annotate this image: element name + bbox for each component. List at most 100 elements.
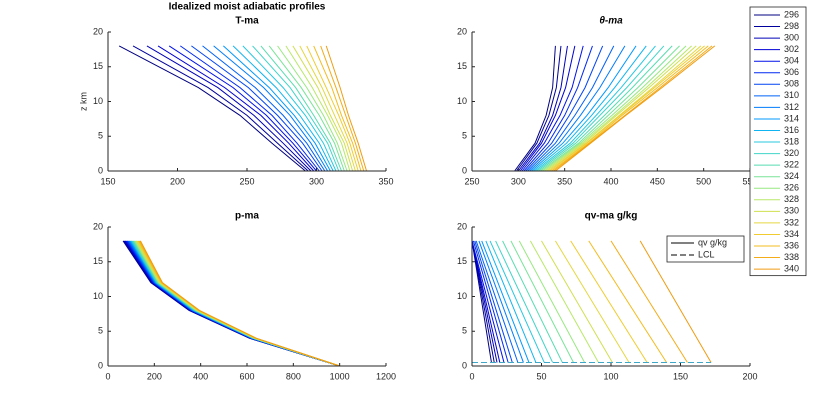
profile-line (260, 45, 342, 172)
profile-line (325, 45, 368, 172)
legend-label: 304 (784, 56, 799, 66)
legend-label: 306 (784, 67, 799, 77)
profile-line (132, 45, 309, 172)
legend-label: 336 (784, 240, 799, 250)
legend-label: 308 (784, 79, 799, 89)
profile-line (168, 45, 317, 172)
x-tick-label: 300 (309, 176, 324, 186)
profile-line (478, 240, 524, 363)
chart-title: qv-ma g/kg (585, 211, 638, 222)
profile-line (547, 45, 702, 172)
x-tick-label: 1000 (330, 371, 350, 381)
profile-line (523, 45, 593, 172)
x-tick-label: 200 (147, 371, 162, 381)
x-tick-label: 200 (742, 371, 757, 381)
profile-line (529, 240, 599, 363)
y-tick-label: 10 (93, 96, 103, 106)
y-tick-label: 10 (457, 291, 467, 301)
x-tick-label: 50 (536, 371, 546, 381)
x-tick-label: 800 (286, 371, 301, 381)
profile-line (527, 45, 615, 172)
x-tick-label: 350 (378, 176, 393, 186)
y-tick-label: 5 (462, 326, 467, 336)
y-tick-label: 10 (93, 291, 103, 301)
profile-line (545, 45, 697, 172)
profile-line (285, 45, 351, 172)
profile-line (489, 240, 545, 363)
x-tick-label: 200 (170, 176, 185, 186)
legend-label: 324 (784, 171, 799, 181)
legend-box (666, 235, 745, 263)
legend-label: 322 (784, 160, 799, 170)
profile-line (474, 240, 513, 363)
profile-line (242, 45, 337, 172)
legend-label: 338 (784, 252, 799, 262)
profile-line (541, 240, 613, 363)
legend-label: 310 (784, 90, 799, 100)
legend-label: 332 (784, 217, 799, 227)
profile-line (514, 45, 556, 172)
profile-line (570, 240, 648, 363)
x-tick-label: 0 (469, 371, 474, 381)
y-tick-label: 5 (98, 326, 103, 336)
profile-line (542, 45, 687, 172)
profile-line (525, 45, 604, 172)
legend-label: 316 (784, 125, 799, 135)
y-tick-label: 5 (462, 131, 467, 141)
profile-line (306, 45, 359, 172)
profile-line (118, 45, 306, 172)
x-tick-label: 1200 (376, 371, 396, 381)
profile-line (553, 45, 713, 172)
profile-line (277, 45, 348, 172)
profile-line (268, 45, 345, 172)
y-tick-label: 20 (93, 221, 103, 231)
profile-line (534, 45, 656, 172)
profile-line (554, 240, 630, 363)
profile-line (299, 45, 356, 172)
y-tick-label: 5 (98, 131, 103, 141)
y-tick-label: 10 (457, 96, 467, 106)
profile-line (191, 45, 323, 172)
profile-line (139, 240, 340, 367)
plot-area (108, 32, 386, 171)
legend-label: qv g/kg (698, 237, 727, 247)
x-tick-label: 150 (100, 176, 115, 186)
y-tick-label: 20 (457, 221, 467, 231)
profile-line (532, 45, 647, 172)
x-tick-label: 250 (464, 176, 479, 186)
profile-line (530, 45, 637, 172)
legend-label: 328 (784, 194, 799, 204)
x-tick-label: 600 (239, 371, 254, 381)
y-tick-label: 15 (457, 61, 467, 71)
legend-label: 334 (784, 229, 799, 239)
profile-line (471, 240, 505, 363)
profile-line (202, 45, 326, 172)
profile-line (519, 45, 576, 172)
y-tick-label: 0 (98, 165, 103, 175)
legend-label: 296 (784, 9, 799, 19)
x-tick-label: 400 (603, 176, 618, 186)
legend-label: 326 (784, 183, 799, 193)
profile-line (475, 240, 519, 363)
y-tick-label: 20 (457, 26, 467, 36)
profile-line (252, 45, 340, 172)
profile-line (517, 45, 568, 172)
profile-line (146, 45, 312, 172)
profile-line (540, 45, 680, 172)
profile-line (320, 45, 365, 172)
y-axis-label: z km (78, 92, 88, 111)
profile-line (588, 240, 668, 363)
profile-line (292, 45, 354, 172)
profile-line (521, 45, 584, 172)
legend-label: 314 (784, 113, 799, 123)
y-tick-label: 0 (98, 360, 103, 370)
profile-line (516, 45, 562, 172)
profile-line (529, 45, 626, 172)
profile-line (543, 45, 692, 172)
profile-line (536, 45, 665, 172)
profile-line (313, 45, 362, 172)
y-tick-label: 15 (93, 256, 103, 266)
x-tick-label: 500 (696, 176, 711, 186)
profile-line (157, 45, 315, 172)
